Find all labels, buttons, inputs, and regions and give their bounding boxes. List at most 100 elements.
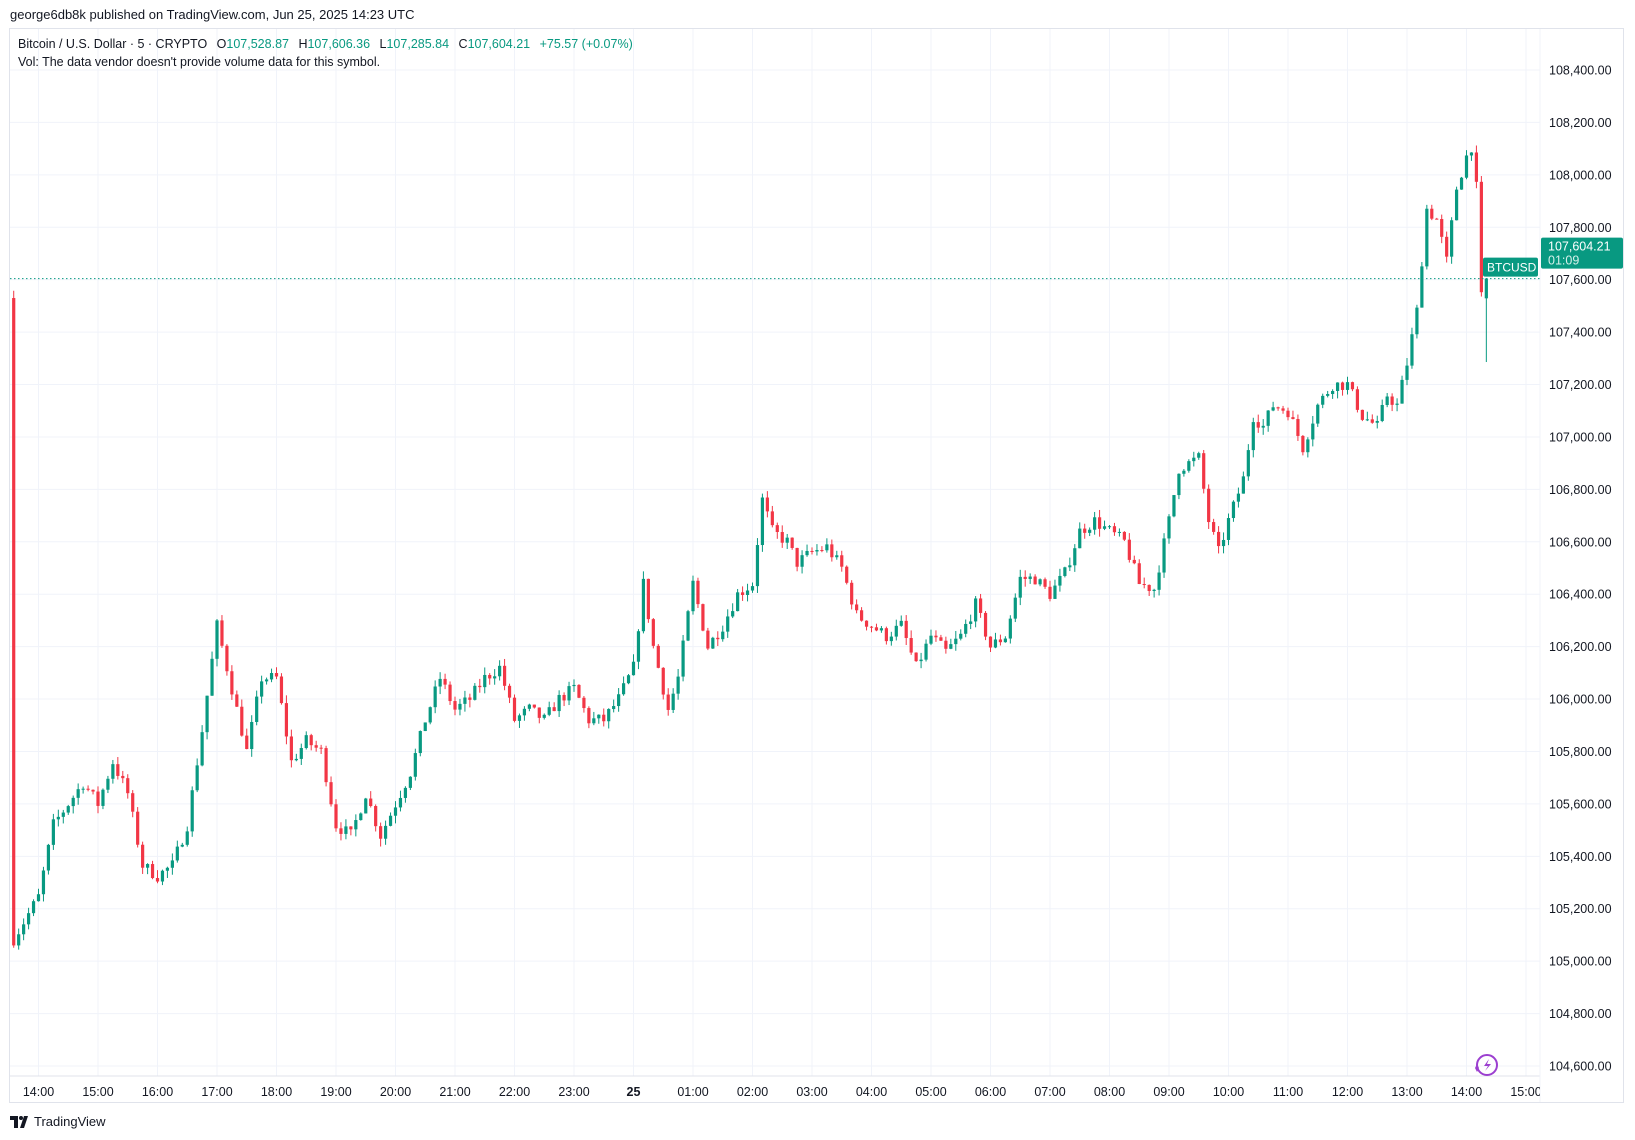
candle-body: [1311, 423, 1315, 440]
candle-body: [225, 645, 229, 672]
candle-body: [309, 735, 313, 746]
candle-body: [269, 673, 274, 680]
candle-body: [1246, 450, 1250, 477]
candle-body: [1474, 152, 1479, 182]
candle-body: [1340, 382, 1345, 390]
candle-body: [220, 620, 224, 646]
tradingview-logo[interactable]: TradingView: [10, 1114, 106, 1129]
candle-body: [1335, 382, 1340, 391]
time-axis: 14:00 15:00 16:00 17:00 18:00 19:00 20:00 21:00…: [23, 1085, 1540, 1099]
candle-body: [195, 765, 199, 791]
candle-body: [790, 537, 794, 548]
candle-body: [66, 806, 70, 813]
candle-body: [1370, 419, 1374, 423]
volume-note: Vol: The data vendor doesn't provide vol…: [18, 55, 381, 69]
candle-body: [607, 709, 611, 722]
candle-body: [1296, 419, 1300, 436]
candle-body: [1454, 189, 1459, 221]
candle-body: [855, 604, 859, 611]
candle-body: [379, 826, 383, 839]
candle-body: [1053, 585, 1057, 599]
price-tick-label: 107,400.00: [1549, 326, 1612, 340]
candle-body: [1048, 586, 1052, 599]
candle-body: [512, 697, 517, 721]
candle-body: [319, 747, 323, 749]
candle-body: [740, 592, 745, 596]
candle-body: [894, 625, 898, 637]
candle-body: [502, 665, 507, 686]
candle-body: [160, 870, 165, 882]
publisher-caption: george6db8k published on TradingView.com…: [10, 7, 415, 22]
candle-body: [17, 934, 21, 946]
candle-body: [1256, 422, 1260, 428]
price-tick-label: 107,000.00: [1549, 430, 1612, 444]
candle-body: [46, 844, 51, 871]
candle-body: [61, 812, 65, 817]
time-tick-label: 06:00: [975, 1085, 1006, 1099]
candle-body: [631, 661, 636, 676]
symbol-tag: BTCUSD: [1487, 261, 1537, 275]
candle-body: [959, 633, 963, 639]
lightning-icon[interactable]: [1475, 1054, 1498, 1076]
candle-body: [602, 714, 606, 722]
open-value: 107,528.87: [226, 37, 289, 51]
candle-body: [453, 701, 457, 710]
candle-body: [1440, 219, 1444, 237]
brand-name: TradingView: [34, 1114, 106, 1129]
candle-body: [944, 640, 948, 649]
candle-body: [41, 870, 46, 895]
candle-body: [909, 638, 913, 653]
candle-body: [294, 758, 298, 761]
candle-body: [840, 555, 844, 567]
candle-body: [1464, 155, 1469, 178]
candle-body: [889, 636, 893, 642]
candle-body: [850, 582, 854, 605]
candle-body: [339, 828, 343, 834]
candle-body: [1147, 584, 1151, 592]
candle-body: [185, 831, 189, 845]
candle-body: [1216, 531, 1221, 547]
candle-body: [1469, 152, 1474, 156]
candle-body: [775, 525, 779, 533]
candle-body: [493, 676, 497, 679]
candle-body: [111, 764, 115, 779]
candle-body: [1236, 493, 1241, 502]
candle-body: [369, 798, 373, 807]
chart-frame: [9, 28, 1624, 1103]
candle-body: [919, 659, 923, 662]
candle-body: [904, 620, 908, 639]
candle-body: [1127, 539, 1131, 560]
candle-body: [1266, 410, 1270, 426]
candle-body: [210, 658, 214, 696]
price-tick-label: 107,800.00: [1549, 221, 1612, 235]
candle-body: [825, 544, 829, 551]
candle-body: [1390, 396, 1394, 405]
chart-legend: Bitcoin / U.S. Dollar · 5 · CRYPTO O107,…: [18, 35, 633, 71]
candle-body: [517, 715, 522, 721]
candle-body: [76, 789, 80, 798]
candle-body: [1093, 517, 1097, 530]
candle-body: [765, 497, 769, 512]
candle-body: [641, 578, 646, 632]
open-label: O: [216, 37, 227, 51]
candle-body: [131, 793, 135, 812]
candle-body: [1350, 382, 1355, 390]
candle-body: [433, 686, 437, 708]
time-tick-label: 04:00: [856, 1085, 887, 1099]
candle-body: [527, 704, 531, 709]
candle-body: [264, 679, 269, 682]
candle-body: [230, 671, 234, 695]
candle-body: [864, 620, 869, 627]
candle-body: [1097, 517, 1102, 529]
time-tick-label: 18:00: [261, 1085, 292, 1099]
candle-body: [31, 901, 36, 914]
time-tick-label: 07:00: [1034, 1085, 1065, 1099]
candle-body: [1068, 565, 1072, 568]
candle-body: [879, 628, 884, 631]
symbol-tag-bg: [1483, 257, 1538, 277]
candle-body: [1207, 488, 1211, 523]
candle-body: [1405, 365, 1409, 380]
time-tick-label: 08:00: [1094, 1085, 1125, 1099]
candle-body: [507, 685, 512, 698]
